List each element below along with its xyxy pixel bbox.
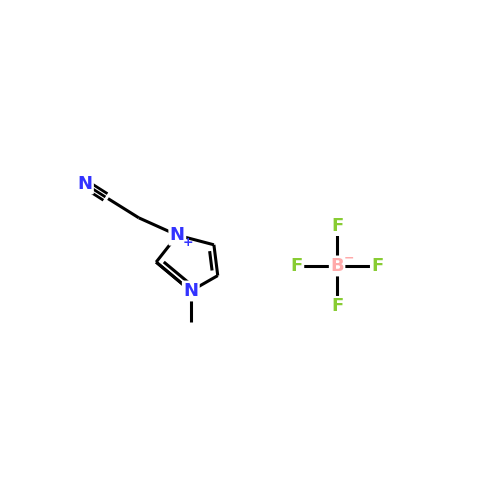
Text: N: N <box>184 282 198 300</box>
Text: F: F <box>331 298 343 316</box>
Text: +: + <box>183 236 194 248</box>
Text: N: N <box>78 175 92 193</box>
Text: B: B <box>330 257 344 275</box>
Text: N: N <box>170 226 185 244</box>
Text: F: F <box>372 257 384 275</box>
Text: −: − <box>344 251 354 264</box>
Text: F: F <box>331 216 343 234</box>
Text: F: F <box>290 257 303 275</box>
